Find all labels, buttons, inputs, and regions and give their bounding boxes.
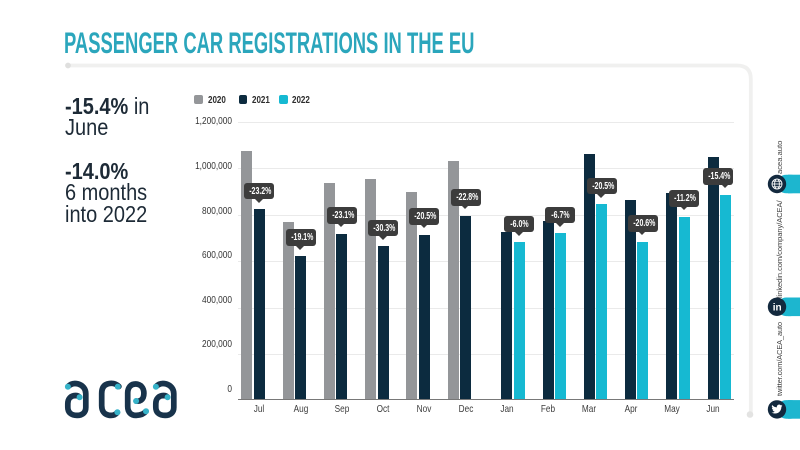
svg-text:in: in xyxy=(773,302,782,313)
